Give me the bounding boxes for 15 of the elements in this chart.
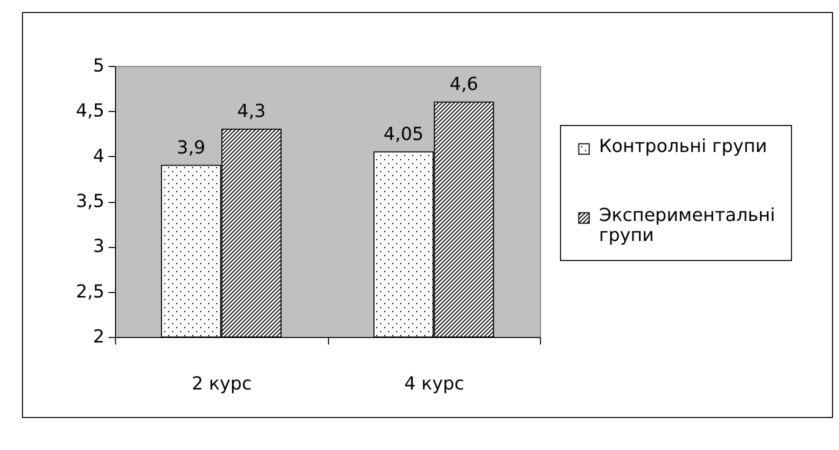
y-tick-label: 4,5	[76, 100, 104, 122]
legend-label: Экспериментальні групи	[599, 205, 776, 246]
x-tick-label: 4 курс	[404, 374, 464, 394]
y-tick-label: 4	[93, 146, 104, 167]
y-tick-label: 2	[93, 326, 104, 348]
data-label: 4,3	[237, 101, 266, 122]
y-tick-label: 5	[93, 56, 104, 76]
data-label: 3,9	[176, 137, 206, 158]
data-label: 4,6	[450, 74, 478, 96]
data-label: 4,05	[384, 124, 424, 145]
y-tick-label: 2,5	[76, 281, 104, 302]
y-tick-label: 3,5	[76, 191, 104, 212]
legend-label: Контрольні групи	[599, 136, 768, 157]
x-tick-label: 2 курс	[192, 374, 252, 394]
y-tick-label: 3	[93, 236, 104, 258]
